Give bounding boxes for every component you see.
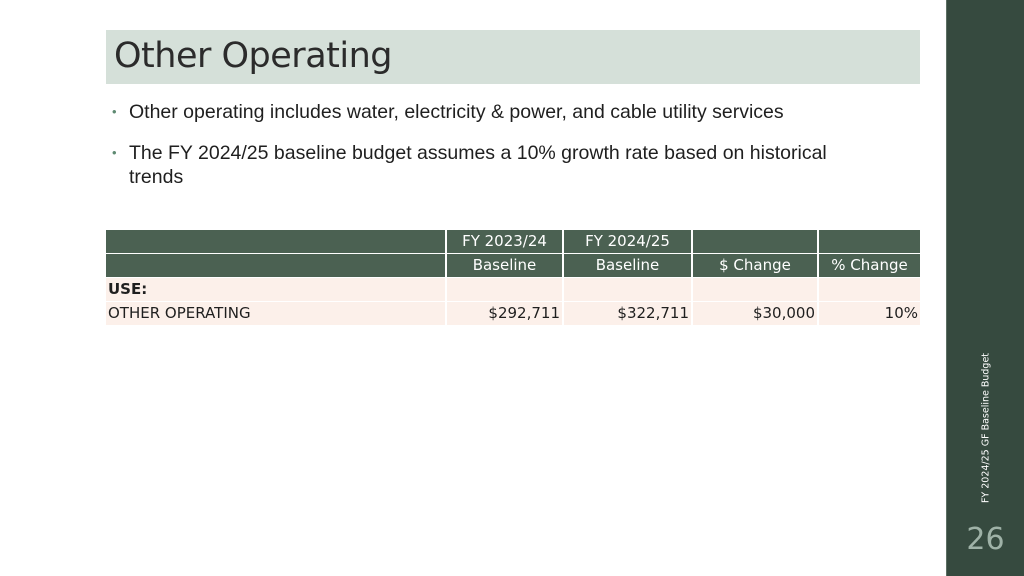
percent-change-value: 10% — [817, 301, 920, 326]
bullet-list: • Other operating includes water, electr… — [112, 100, 832, 206]
header-cell: $ Change — [691, 253, 818, 278]
table-section-row: USE: — [106, 277, 920, 302]
header-cell: FY 2024/25 — [562, 230, 692, 254]
page-number: 26 — [966, 522, 1005, 557]
section-label: USE: — [106, 277, 446, 302]
slide-title: Other Operating — [114, 36, 393, 76]
fy2324-value: $292,711 — [445, 301, 563, 326]
vertical-caption: FY 2024/25 GF Baseline Budget — [980, 352, 992, 504]
header-cell: Baseline — [445, 253, 563, 278]
budget-table: FY 2023/24 FY 2024/25 Baseline Baseline … — [106, 230, 920, 326]
row-label: OTHER OPERATING — [106, 301, 446, 326]
bullet-text: Other operating includes water, electric… — [129, 101, 784, 123]
header-cell: FY 2023/24 — [445, 230, 563, 254]
header-cell — [817, 230, 920, 254]
table-header-row: Baseline Baseline $ Change % Change — [106, 253, 920, 278]
bullet-icon: • — [112, 104, 117, 119]
dollar-change-value: $30,000 — [691, 301, 818, 326]
bullet-item: • The FY 2024/25 baseline budget assumes… — [112, 141, 832, 189]
bullet-icon: • — [112, 145, 117, 160]
table-cell — [691, 277, 818, 302]
bullet-text: The FY 2024/25 baseline budget assumes a… — [129, 142, 827, 188]
side-panel — [947, 0, 1024, 576]
side-divider — [946, 0, 947, 576]
table-cell — [445, 277, 563, 302]
header-cell — [691, 230, 818, 254]
fy2425-value: $322,711 — [562, 301, 692, 326]
header-cell: Baseline — [562, 253, 692, 278]
header-cell: % Change — [817, 253, 920, 278]
table-header-row: FY 2023/24 FY 2024/25 — [106, 230, 920, 254]
bullet-item: • Other operating includes water, electr… — [112, 100, 832, 124]
header-cell — [106, 230, 446, 254]
header-cell — [106, 253, 446, 278]
table-row: OTHER OPERATING $292,711 $322,711 $30,00… — [106, 301, 920, 326]
title-bar: Other Operating — [106, 30, 920, 84]
table-cell — [562, 277, 692, 302]
table-cell — [817, 277, 920, 302]
